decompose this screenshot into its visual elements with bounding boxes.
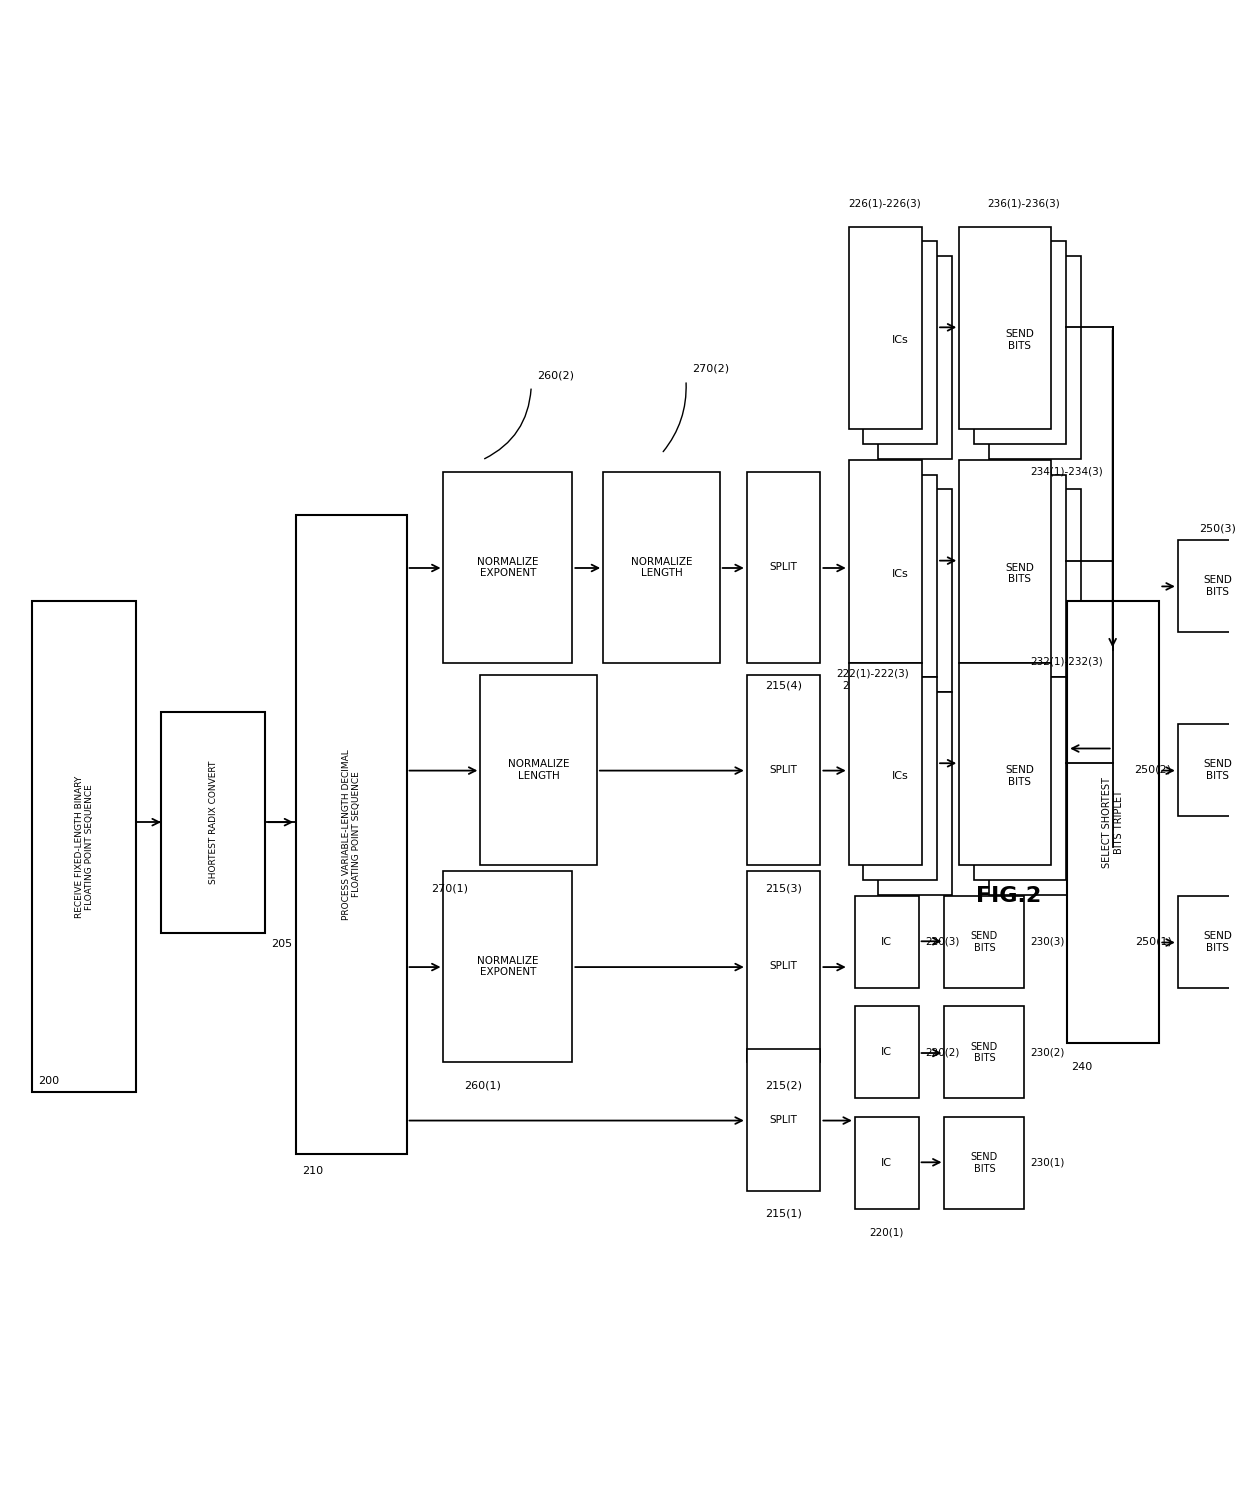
FancyBboxPatch shape (854, 1006, 919, 1099)
Text: SEND
BITS: SEND BITS (1203, 575, 1233, 597)
FancyBboxPatch shape (1178, 540, 1240, 632)
FancyBboxPatch shape (1068, 602, 1159, 1043)
Text: SEND
BITS: SEND BITS (1203, 931, 1233, 952)
Text: 210: 210 (303, 1166, 324, 1177)
Text: NORMALIZE
LENGTH: NORMALIZE LENGTH (631, 557, 692, 578)
FancyBboxPatch shape (863, 475, 937, 677)
Text: NORMALIZE
EXPONENT: NORMALIZE EXPONENT (477, 557, 538, 578)
Text: 270(2): 270(2) (692, 364, 729, 374)
Text: 215(4): 215(4) (765, 681, 802, 692)
Text: 220(2): 220(2) (925, 1048, 960, 1057)
Text: 220(3): 220(3) (925, 937, 960, 948)
Text: 222(1)-222(3): 222(1)-222(3) (836, 669, 909, 678)
FancyBboxPatch shape (854, 1117, 919, 1210)
Text: SEND
BITS: SEND BITS (971, 1153, 998, 1174)
FancyBboxPatch shape (444, 871, 573, 1061)
Text: SPLIT: SPLIT (770, 961, 797, 972)
FancyBboxPatch shape (603, 472, 719, 663)
Text: 250(3): 250(3) (1199, 524, 1236, 533)
FancyBboxPatch shape (746, 871, 821, 1061)
FancyBboxPatch shape (32, 602, 136, 1093)
FancyBboxPatch shape (988, 692, 1081, 895)
Text: 205: 205 (272, 939, 293, 949)
FancyBboxPatch shape (1178, 895, 1240, 988)
Text: 232(1)-232(3): 232(1)-232(3) (1029, 656, 1102, 666)
FancyBboxPatch shape (848, 226, 923, 430)
Text: RECEIVE FIXED-LENGTH BINARY
FLOATING POINT SEQUENCE: RECEIVE FIXED-LENGTH BINARY FLOATING POI… (74, 775, 94, 918)
Text: SEND
BITS: SEND BITS (971, 931, 998, 952)
Text: 230(2): 230(2) (1030, 1048, 1065, 1057)
Text: 240: 240 (1071, 1061, 1092, 1072)
FancyBboxPatch shape (960, 460, 1052, 663)
Text: 230(1): 230(1) (1030, 1157, 1065, 1168)
FancyBboxPatch shape (444, 472, 573, 663)
FancyBboxPatch shape (480, 675, 596, 865)
FancyBboxPatch shape (161, 711, 265, 933)
Text: SEND
BITS: SEND BITS (1203, 759, 1233, 781)
Text: 224(1)-224(3): 224(1)-224(3) (842, 681, 915, 692)
FancyBboxPatch shape (746, 472, 821, 663)
Text: 236(1)-236(3): 236(1)-236(3) (987, 198, 1059, 208)
Text: 200: 200 (38, 1076, 60, 1087)
FancyBboxPatch shape (296, 515, 407, 1154)
Text: 215(1): 215(1) (765, 1210, 802, 1219)
Text: SEND
BITS: SEND BITS (1006, 329, 1034, 350)
Text: 250(1): 250(1) (1135, 937, 1172, 948)
Text: 215(2): 215(2) (765, 1079, 802, 1090)
FancyBboxPatch shape (973, 677, 1066, 880)
FancyBboxPatch shape (960, 226, 1052, 430)
FancyBboxPatch shape (854, 895, 919, 988)
Text: IC: IC (882, 1157, 893, 1168)
Text: SPLIT: SPLIT (770, 1115, 797, 1124)
Text: ICs: ICs (892, 335, 909, 346)
Text: SEND
BITS: SEND BITS (1006, 563, 1034, 584)
FancyBboxPatch shape (960, 663, 1052, 865)
Text: ICs: ICs (892, 569, 909, 578)
Text: SEND
BITS: SEND BITS (1006, 765, 1034, 787)
FancyBboxPatch shape (988, 490, 1081, 692)
Text: 260(2): 260(2) (537, 370, 574, 380)
Text: IC: IC (882, 937, 893, 948)
FancyBboxPatch shape (863, 677, 937, 880)
FancyBboxPatch shape (848, 663, 923, 865)
Text: 260(1): 260(1) (464, 1079, 501, 1090)
FancyBboxPatch shape (746, 1049, 821, 1190)
Text: 220(1): 220(1) (869, 1228, 904, 1238)
Text: SPLIT: SPLIT (770, 765, 797, 775)
Text: 234(1)-234(3): 234(1)-234(3) (1029, 466, 1102, 476)
Text: SHORTEST RADIX CONVERT: SHORTEST RADIX CONVERT (208, 760, 218, 883)
Text: 215(3): 215(3) (765, 883, 802, 894)
Text: NORMALIZE
EXPONENT: NORMALIZE EXPONENT (477, 955, 538, 978)
Text: 250(2): 250(2) (1135, 765, 1172, 775)
Text: 226(1)-226(3): 226(1)-226(3) (848, 198, 921, 208)
Text: 270(1): 270(1) (432, 883, 467, 894)
Text: PROCESS VARIABLE-LENGTH DECIMAL
FLOATING POINT SEQUENCE: PROCESS VARIABLE-LENGTH DECIMAL FLOATING… (342, 748, 361, 919)
FancyBboxPatch shape (878, 692, 952, 895)
FancyBboxPatch shape (973, 475, 1066, 677)
Text: SEND
BITS: SEND BITS (971, 1042, 998, 1063)
FancyBboxPatch shape (848, 460, 923, 663)
Text: ICs: ICs (892, 771, 909, 781)
Text: IC: IC (882, 1048, 893, 1057)
Text: SPLIT: SPLIT (770, 563, 797, 572)
FancyBboxPatch shape (878, 490, 952, 692)
FancyBboxPatch shape (746, 675, 821, 865)
Text: NORMALIZE
LENGTH: NORMALIZE LENGTH (508, 759, 569, 781)
FancyBboxPatch shape (945, 1006, 1024, 1099)
Text: SELECT SHORTEST
BITS TRIPLET: SELECT SHORTEST BITS TRIPLET (1102, 777, 1125, 868)
FancyBboxPatch shape (945, 1117, 1024, 1210)
FancyBboxPatch shape (878, 256, 952, 458)
FancyBboxPatch shape (973, 241, 1066, 445)
FancyBboxPatch shape (863, 241, 937, 445)
FancyBboxPatch shape (1178, 725, 1240, 816)
Text: FIG.2: FIG.2 (976, 886, 1040, 906)
FancyBboxPatch shape (988, 256, 1081, 458)
Text: 230(3): 230(3) (1030, 937, 1065, 948)
FancyBboxPatch shape (945, 895, 1024, 988)
